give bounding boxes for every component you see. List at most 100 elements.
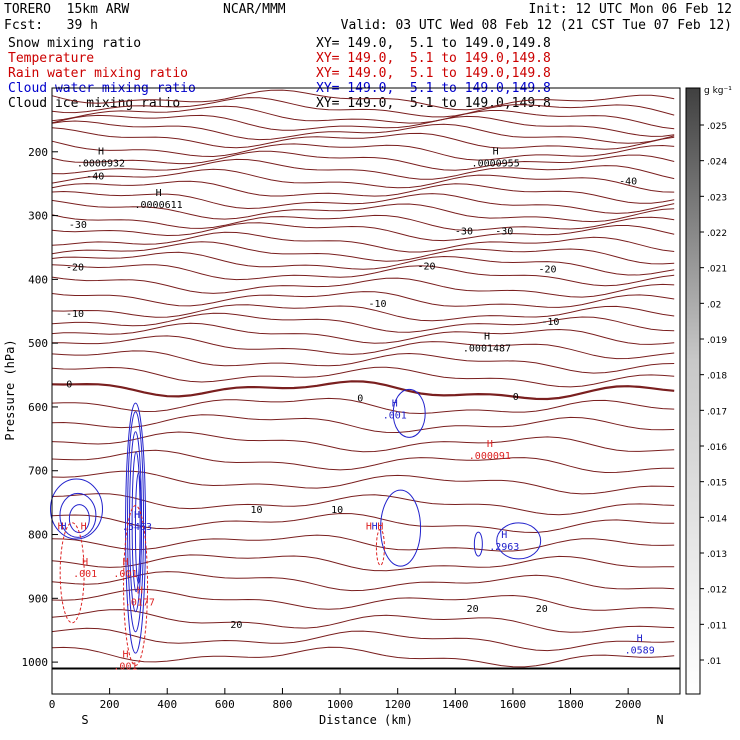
x-tick-label: 1000 bbox=[327, 698, 354, 711]
isotherm-line bbox=[51, 231, 675, 253]
isotherm-line bbox=[51, 470, 675, 495]
max-value-label: .001 bbox=[113, 661, 137, 672]
isotherm-line bbox=[51, 554, 675, 572]
colorbar-tick-label: .017 bbox=[707, 407, 727, 417]
y-tick-label: 500 bbox=[28, 337, 48, 350]
init-time: Init: 12 UTC Mon 06 Feb 12 bbox=[528, 2, 733, 17]
cloud-water-contour bbox=[131, 451, 141, 593]
colorbar-tick-label: .023 bbox=[707, 193, 727, 203]
isotherm-label: -30 bbox=[69, 220, 87, 231]
colorbar: g kg⁻¹ .01 .011 .012 .013 .014 .015 .016 .017 .0… bbox=[685, 86, 732, 695]
max-marker: H bbox=[137, 586, 143, 597]
rain-water-contour bbox=[123, 505, 149, 667]
isotherm-label: -30 bbox=[495, 226, 513, 237]
isotherm-label: 0 bbox=[357, 393, 363, 404]
isotherm-line bbox=[51, 366, 675, 388]
isotherm-line bbox=[51, 214, 675, 231]
max-marker: H bbox=[501, 530, 507, 541]
max-marker: H bbox=[58, 522, 64, 533]
max-value-label: .5463 bbox=[122, 522, 152, 533]
isotherm-line bbox=[51, 241, 675, 265]
cloud-water-contour bbox=[125, 402, 147, 654]
max-marker: H bbox=[156, 188, 162, 199]
axes: 0 200 400 600 800 1000 1200 1400 1600 1800 2000200… bbox=[22, 146, 642, 711]
max-marker: H bbox=[82, 557, 88, 568]
isotherm-line bbox=[51, 190, 675, 214]
isotherm-line bbox=[51, 350, 675, 374]
max-marker: H bbox=[637, 633, 643, 644]
isotherm-line bbox=[52, 335, 675, 360]
colorbar-tick-label: .016 bbox=[707, 443, 727, 453]
max-marker: H bbox=[61, 522, 67, 533]
y-tick-label: 700 bbox=[28, 465, 48, 478]
isotherm-label: 0 bbox=[66, 379, 72, 390]
cloud-water-contour bbox=[473, 531, 483, 557]
isotherm-label: -20 bbox=[417, 261, 435, 272]
field-temperature-label: Temperature bbox=[8, 51, 95, 66]
isotherm-line bbox=[51, 168, 675, 193]
y-tick-label: 200 bbox=[28, 146, 48, 159]
isotherm-label: 10 bbox=[251, 505, 263, 516]
max-marker: H bbox=[372, 522, 378, 533]
field-rain-xy: XY= 149.0, 5.1 to 149.0,149.8 bbox=[316, 66, 551, 81]
max-value-label: .0177 bbox=[125, 598, 155, 609]
y-tick-label: 900 bbox=[28, 592, 48, 605]
plot-frame bbox=[51, 87, 681, 695]
colorbar-tick-label: .01 bbox=[707, 657, 721, 667]
contour-labels: -40 -40 -30 -30 -30 -20 -20 -20 -10 -10 -10 0 0 0 10 10… bbox=[58, 147, 655, 673]
isotherm-line bbox=[51, 646, 675, 668]
cloud-water-contour bbox=[127, 411, 145, 633]
x-axis-label: Distance (km) bbox=[319, 713, 413, 727]
isotherm-line bbox=[51, 322, 675, 345]
field-snow-label: Snow mixing ratio bbox=[8, 36, 142, 51]
field-snow-xy: XY= 149.0, 5.1 to 149.0,149.8 bbox=[316, 36, 551, 51]
isotherm-line bbox=[51, 222, 675, 242]
colorbar-tick-label: .011 bbox=[707, 621, 727, 631]
isotherm-label: -40 bbox=[86, 171, 104, 182]
x-tick-label: 1200 bbox=[384, 698, 411, 711]
cloud-water-contour bbox=[49, 478, 103, 540]
colorbar-tick-label: .018 bbox=[707, 372, 727, 382]
max-marker: H bbox=[98, 147, 104, 158]
y-tick-label: 800 bbox=[28, 529, 48, 542]
field-temperature-xy: XY= 149.0, 5.1 to 149.0,149.8 bbox=[316, 51, 551, 66]
isotherm-line bbox=[51, 414, 675, 434]
isotherm-line bbox=[51, 127, 675, 150]
y-tick-label: 1000 bbox=[22, 656, 49, 669]
isotherm-label: 20 bbox=[467, 604, 479, 615]
isotherm-line bbox=[51, 449, 675, 474]
isotherm-line bbox=[51, 158, 675, 180]
isotherm-line bbox=[51, 588, 675, 611]
forecast-hour: Fcst: 39 h bbox=[4, 18, 98, 33]
colorbar-tick-label: .021 bbox=[707, 265, 727, 275]
isotherm-line bbox=[51, 251, 675, 276]
cloud-water-contour bbox=[380, 489, 422, 567]
isotherm-line bbox=[51, 276, 675, 298]
colorbar-units: g kg⁻¹ bbox=[704, 86, 732, 96]
x-tick-label: 1400 bbox=[442, 698, 469, 711]
max-value-label: .001 bbox=[383, 411, 407, 422]
isotherm-label: 20 bbox=[536, 604, 548, 615]
max-marker: H bbox=[493, 147, 499, 158]
cloud-water-contour bbox=[134, 472, 142, 584]
north-label: N bbox=[656, 713, 663, 727]
field-cloud-ice-xy: XY= 149.0, 5.1 to 149.0,149.8 bbox=[316, 96, 551, 111]
model-title: TORERO 15km ARW bbox=[4, 2, 130, 17]
org-label: NCAR/MMM bbox=[223, 2, 286, 17]
max-marker: H bbox=[122, 649, 128, 660]
isotherm-line bbox=[51, 397, 675, 415]
isotherm-label: -10 bbox=[541, 317, 559, 328]
isotherm-label: -10 bbox=[66, 309, 84, 320]
max-value-label: .001 bbox=[73, 569, 97, 580]
max-value-label: .0000932 bbox=[77, 159, 125, 170]
colorbar-strip bbox=[685, 87, 701, 695]
isotherm-label: 20 bbox=[230, 620, 242, 631]
isotherm-label: -20 bbox=[66, 263, 84, 274]
field-cloud-ice-label: Cloud ice mixing ratio bbox=[8, 96, 181, 111]
max-value-label: .0000955 bbox=[472, 159, 520, 170]
x-tick-label: 1800 bbox=[557, 698, 584, 711]
isotherm-line bbox=[51, 150, 675, 171]
rain-water-contour bbox=[59, 522, 85, 624]
max-value-label: .001 bbox=[113, 569, 137, 580]
